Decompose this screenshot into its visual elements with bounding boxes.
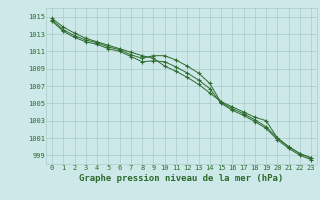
X-axis label: Graphe pression niveau de la mer (hPa): Graphe pression niveau de la mer (hPa) [79,174,284,183]
